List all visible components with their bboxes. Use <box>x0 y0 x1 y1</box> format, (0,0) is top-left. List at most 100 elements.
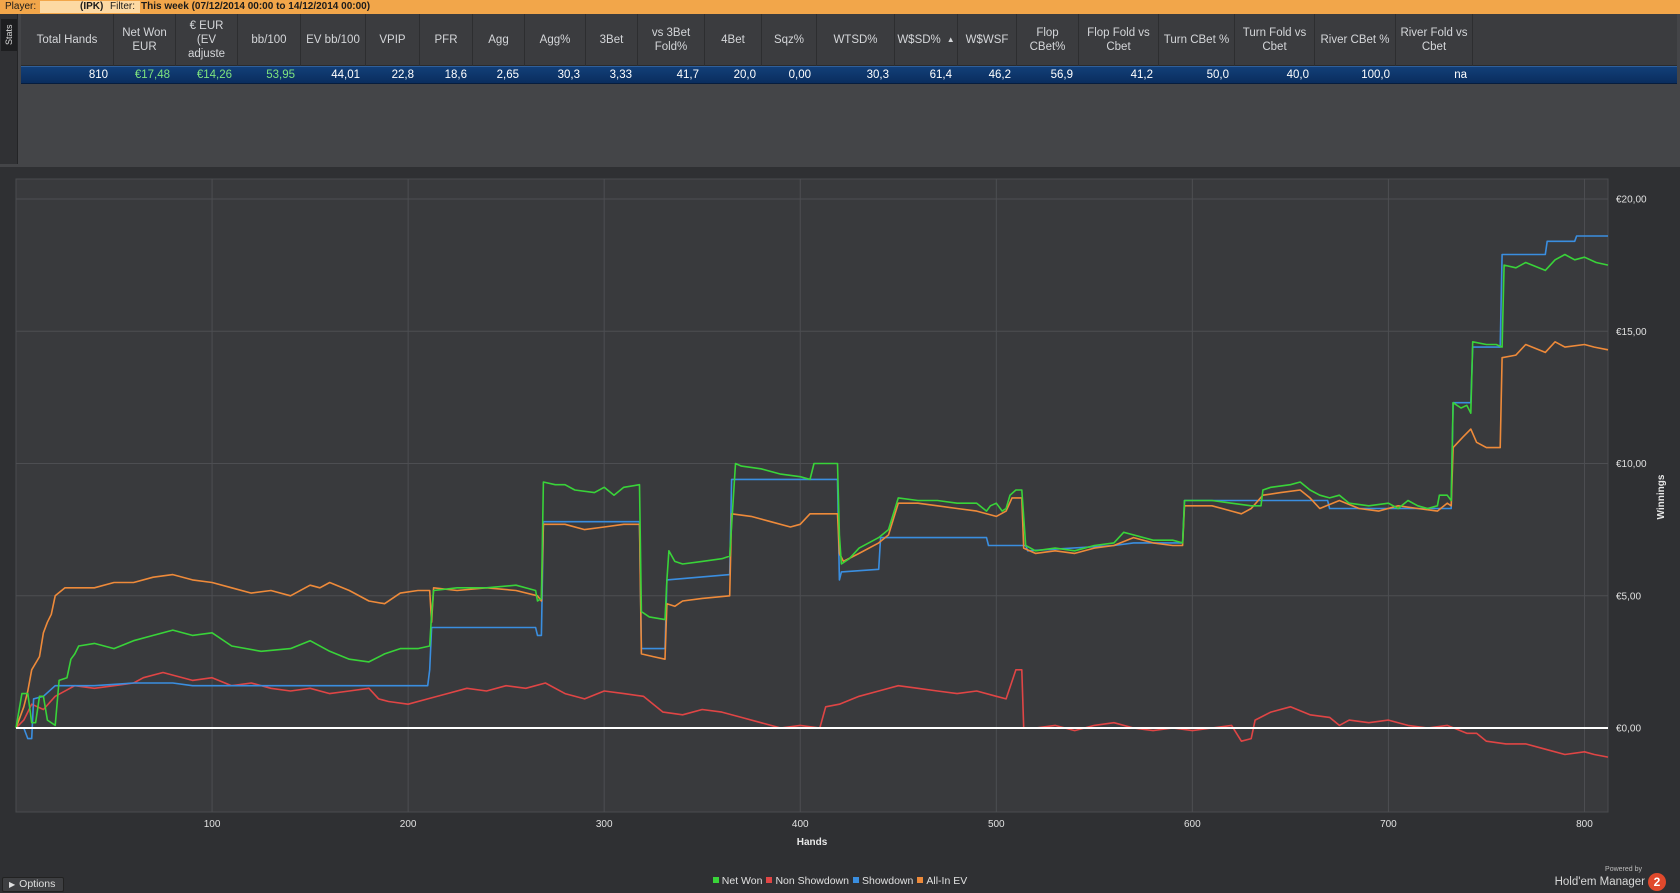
legend-swatch <box>917 877 924 883</box>
site-label: (IPK) <box>80 1 104 12</box>
series-line-non-showdown <box>15 669 1609 758</box>
stat-value: 18,6 <box>444 69 467 81</box>
column-header-label: VPIP <box>379 34 406 46</box>
column-header-label: Flop CBet% <box>1029 27 1066 53</box>
column-header-label: PFR <box>434 34 458 46</box>
powered-by-text: Powered by <box>1605 866 1642 873</box>
stat-value: €17,48 <box>134 69 170 81</box>
x-tick-label: 200 <box>400 819 417 830</box>
column-header[interactable]: bb/100 <box>238 14 301 66</box>
options-label: Options <box>19 878 56 890</box>
column-header-label: bb/100 <box>251 34 287 46</box>
stat-value: 44,01 <box>331 69 360 81</box>
column-header[interactable]: W$WSF <box>958 14 1017 66</box>
legend-swatch <box>712 877 719 883</box>
column-header[interactable]: Turn Fold vs Cbet <box>1235 14 1315 66</box>
column-header[interactable]: Sqz% <box>762 14 817 66</box>
column-header[interactable]: 4Bet <box>705 14 762 66</box>
x-tick-label: 100 <box>204 819 221 830</box>
filter-value[interactable]: This week (07/12/2014 00:00 to 14/12/201… <box>141 1 371 12</box>
series-line-net-won <box>15 253 1609 729</box>
column-header-label: Agg <box>488 34 509 46</box>
column-header[interactable]: Net Won EUR <box>114 14 176 66</box>
filter-label: Filter: <box>110 1 135 12</box>
stat-value: 20,0 <box>733 69 756 81</box>
column-header-label: River CBet % <box>1320 34 1390 46</box>
legend-swatch <box>852 877 859 883</box>
column-header-label: River Fold vs Cbet <box>1400 27 1468 53</box>
column-header-label: Total Hands <box>36 34 98 46</box>
player-label: Player: <box>5 1 37 12</box>
stats-data-row[interactable]: 810 €17,48 €14,26 53,95 44,01 22,8 18,6 2,65 30,… <box>21 66 1677 84</box>
triangle-right-icon: ▶ <box>9 880 16 889</box>
y-tick-label: €15,00 <box>1616 327 1647 338</box>
column-header-label: Agg% <box>539 34 571 46</box>
column-header[interactable]: Total Hands <box>21 14 114 66</box>
stat-value: 30,3 <box>557 69 580 81</box>
legend-item[interactable]: Net Won <box>712 875 763 887</box>
stat-value: 50,0 <box>1206 69 1229 81</box>
x-tick-label: 800 <box>1576 819 1593 830</box>
column-header[interactable]: Flop CBet% <box>1017 14 1079 66</box>
column-header[interactable]: Turn CBet % <box>1159 14 1235 66</box>
legend-item[interactable]: All-In EV <box>917 875 967 887</box>
stat-value: 53,95 <box>266 69 295 81</box>
column-header-label: Turn CBet % <box>1163 34 1230 46</box>
column-header[interactable]: W$SD% ▲ <box>895 14 958 66</box>
y-tick-label: €20,00 <box>1616 195 1647 206</box>
column-header[interactable]: 3Bet <box>586 14 638 66</box>
legend-item[interactable]: Non Showdown <box>766 875 849 887</box>
legend-label: Net Won <box>721 875 763 887</box>
stat-value: 0,00 <box>788 69 811 81</box>
column-header[interactable]: WTSD% <box>817 14 895 66</box>
column-header[interactable]: River CBet % <box>1315 14 1396 66</box>
x-tick-label: 500 <box>988 819 1005 830</box>
legend-label: All-In EV <box>926 875 968 887</box>
filter-bar: Player: (IPK) Filter: This week (07/12/2… <box>0 0 1680 14</box>
column-header-label: WTSD% <box>833 34 878 46</box>
column-header[interactable]: VPIP <box>366 14 420 66</box>
column-header[interactable]: Agg <box>473 14 525 66</box>
column-header[interactable]: vs 3Bet Fold% <box>638 14 705 66</box>
stat-value: 3,33 <box>609 69 632 81</box>
column-header-label: W$SD% <box>897 34 941 46</box>
stat-value: 810 <box>88 69 108 81</box>
stat-value: 22,8 <box>391 69 414 81</box>
stats-header-row: Total Hands Net Won EUR € EUR (EV adjuste b… <box>21 14 1677 66</box>
legend-label: Showdown <box>861 875 914 887</box>
stat-value: 2,65 <box>496 69 519 81</box>
stat-value: 61,4 <box>929 69 952 81</box>
column-header[interactable]: EV bb/100 <box>301 14 366 66</box>
column-header-label: € EUR (EV adjuste <box>187 20 226 60</box>
y-tick-label: €0,00 <box>1616 724 1641 735</box>
stat-value: 41,2 <box>1130 69 1153 81</box>
chart-svg: 100 200 300 400 500 600 700 800 €0,00 €5,00 €10,00… <box>15 178 1667 848</box>
stat-value: 56,9 <box>1050 69 1073 81</box>
options-button[interactable]: ▶ Options <box>2 877 64 892</box>
column-header[interactable]: Agg% <box>525 14 586 66</box>
column-header-label: Net Won EUR <box>122 27 167 53</box>
brand-name: Hold'em Manager <box>1554 876 1645 888</box>
stat-value: na <box>1454 69 1467 81</box>
column-header-label: EV bb/100 <box>306 34 360 46</box>
column-header[interactable]: Flop Fold vs Cbet <box>1079 14 1159 66</box>
legend-item[interactable]: Showdown <box>852 875 914 887</box>
player-field[interactable] <box>40 1 140 13</box>
x-tick-label: 600 <box>1184 819 1201 830</box>
column-header[interactable]: € EUR (EV adjuste <box>176 14 238 66</box>
plot-area <box>15 178 1609 813</box>
stats-side-tab[interactable]: Stats <box>0 14 18 164</box>
winnings-chart: 100 200 300 400 500 600 700 800 €0,00 €5,00 €10,00… <box>0 167 1680 893</box>
column-header[interactable]: River Fold vs Cbet <box>1396 14 1473 66</box>
y-tick-label: €10,00 <box>1616 459 1647 470</box>
stat-value: 100,0 <box>1361 69 1390 81</box>
stat-value: €14,26 <box>196 69 232 81</box>
stats-tab-label[interactable]: Stats <box>1 19 17 51</box>
x-axis-title: Hands <box>797 837 828 848</box>
column-header-label: 4Bet <box>721 34 745 46</box>
column-header[interactable]: PFR <box>420 14 473 66</box>
y-tick-label: €5,00 <box>1616 591 1641 602</box>
column-header-label: 3Bet <box>599 34 624 46</box>
column-header-label: Flop Fold vs Cbet <box>1087 27 1150 53</box>
chart-legend: Net Won Non Showdown Showdown All-In EV <box>0 875 1680 889</box>
